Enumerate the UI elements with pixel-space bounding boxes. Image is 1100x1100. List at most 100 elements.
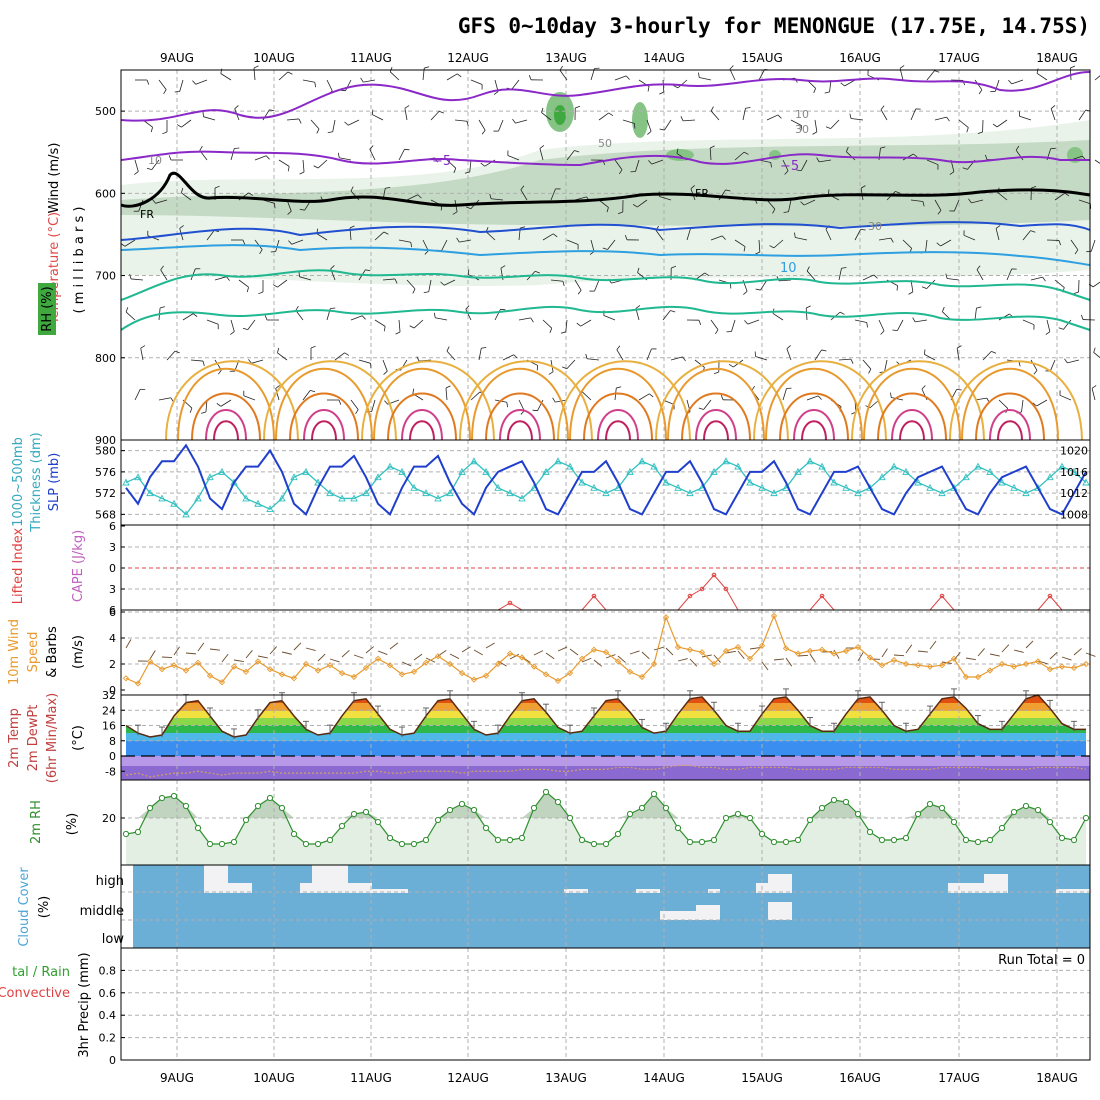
wind-barb-flag	[314, 82, 317, 88]
wind-barb-flag	[783, 211, 789, 213]
thickness-point	[674, 483, 682, 491]
wind-barb	[838, 358, 851, 361]
wind-barb-flag	[574, 150, 580, 153]
wind-barb	[291, 239, 304, 245]
rh2m-point	[566, 814, 574, 822]
rh2m-point	[638, 804, 646, 812]
lifted-axis-label: Lifted Index	[11, 527, 26, 604]
rh2m-point	[674, 824, 682, 832]
thickness-point	[374, 473, 382, 481]
wind-speed-point	[254, 658, 262, 665]
wind10m-barb	[353, 654, 364, 659]
wind-speed-point	[938, 662, 946, 669]
wind10m-barb	[173, 646, 180, 656]
cloud-high-bar	[240, 883, 252, 893]
wind-barb-flag	[384, 400, 389, 405]
rh2m-point	[878, 836, 886, 844]
date-tick-label: 13AUG	[545, 1071, 587, 1085]
wind-barb	[622, 119, 635, 124]
rh2m-point	[362, 808, 370, 816]
isotherm-arch	[303, 409, 345, 441]
wind-barb-flag	[125, 307, 129, 313]
date-tick-label: 15AUG	[741, 51, 783, 65]
wind10m-barb	[509, 653, 520, 660]
wind-barb	[934, 199, 942, 211]
wind-barb-flag	[794, 232, 796, 238]
wind-barb	[470, 391, 481, 401]
wind-barb-flag	[412, 388, 415, 394]
wind-barb	[910, 199, 923, 202]
wind-speed-point	[890, 656, 898, 664]
wind-barb	[1049, 359, 1056, 372]
wind-barb	[566, 359, 576, 370]
wind-barb-flag	[624, 234, 628, 240]
wind-barb-flag	[619, 169, 623, 175]
axis-tick-label: 0	[109, 1054, 116, 1067]
wind-barb	[846, 151, 856, 161]
wind-barb	[124, 239, 136, 247]
rh2m-point	[146, 804, 154, 812]
isotherm-arch	[499, 409, 541, 441]
wind-barb-flag	[298, 118, 302, 124]
wind10m-barb	[413, 653, 423, 661]
cloud-high-bar	[1056, 889, 1068, 893]
wind-barb-flag	[1036, 68, 1039, 74]
wind-speed-point	[830, 650, 838, 657]
wind-barb-flag	[337, 152, 340, 158]
thickness-point	[386, 462, 394, 470]
wind-barb-flag	[606, 207, 609, 213]
date-tick-label: 11AUG	[350, 1071, 392, 1085]
wind-barb	[607, 239, 616, 250]
thickness-point	[818, 462, 826, 470]
rh2m-point	[590, 840, 598, 848]
wind-barb-flag	[978, 89, 983, 95]
wind-barb-flag	[937, 210, 942, 215]
wind-barb-flag	[880, 105, 885, 110]
rh2m-point	[518, 834, 526, 842]
wind-barb-flag	[934, 70, 940, 73]
wind-speed-point	[1022, 660, 1030, 668]
wind-barb-flag	[464, 171, 470, 174]
wind-barb-flag	[404, 148, 410, 151]
wind-barb	[646, 119, 652, 132]
rh2m-point	[722, 814, 730, 822]
wind-barb	[459, 239, 472, 243]
wind10m-barb	[377, 650, 388, 656]
lifted-cape-panel: 6 3 0 3 6 Lifted Index CAPE (J/kg)	[11, 520, 1091, 617]
rh2m-point	[230, 838, 238, 846]
cloud-high-bar	[372, 889, 384, 893]
wind-barb	[699, 77, 712, 81]
wind-barb	[1021, 399, 1024, 412]
slp-axis-label: SLP (mb)	[47, 453, 62, 512]
wind-barb	[1094, 75, 1100, 81]
wind-barb	[637, 199, 648, 208]
wind-speed-point	[878, 662, 886, 669]
wind-speed-point	[794, 650, 802, 657]
wind-barb-flag	[360, 77, 364, 83]
date-tick-label: 12AUG	[447, 1071, 489, 1085]
axis-tick-label: 800	[95, 352, 116, 365]
wind-barb	[550, 188, 556, 201]
thickness-point	[290, 473, 298, 481]
wind-speed-point	[914, 662, 922, 669]
wind-barb-flag	[1031, 185, 1037, 189]
wind-barb-flag	[1070, 65, 1076, 69]
wind10m-barb	[569, 648, 579, 656]
cape-point	[711, 572, 717, 578]
wind10m-barb	[305, 647, 316, 652]
wind-barb	[731, 319, 736, 332]
wind10m-barb	[281, 651, 292, 655]
wind-barb	[465, 309, 472, 321]
wind-barb	[638, 393, 650, 401]
thickness-point	[266, 505, 274, 513]
wind-barb-flag	[481, 130, 486, 135]
wind10m-barb	[881, 648, 888, 658]
cape-point	[507, 600, 513, 606]
thickness-point	[338, 494, 346, 502]
wind-barb	[878, 319, 885, 332]
wind-barb	[982, 351, 992, 361]
wind10m-barb	[401, 661, 412, 667]
wind-barb	[729, 68, 736, 81]
wind-barb	[742, 108, 746, 121]
